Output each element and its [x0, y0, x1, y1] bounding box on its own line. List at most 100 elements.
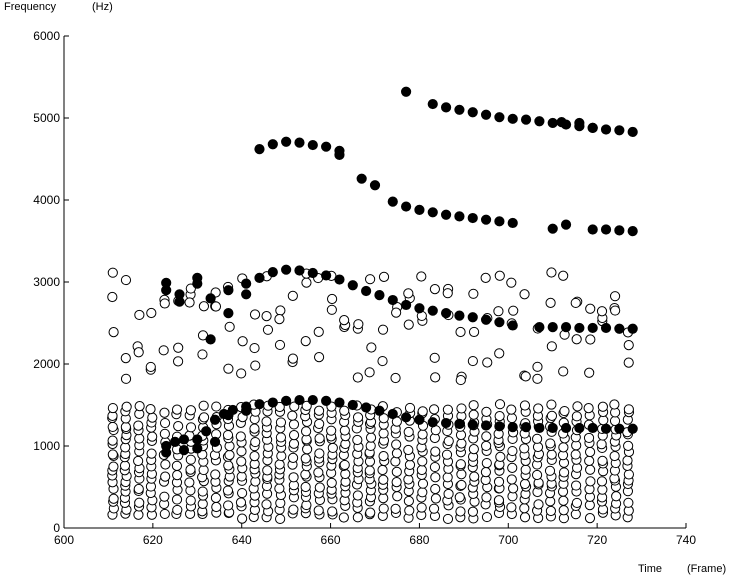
candidate-point: [133, 455, 144, 467]
candidate-point: [185, 422, 197, 433]
formant-point: [480, 109, 492, 120]
candidate-point: [237, 513, 248, 524]
candidate-point: [223, 363, 234, 374]
formant-point: [560, 219, 572, 230]
candidate-point: [171, 404, 183, 415]
candidate-point: [222, 429, 234, 441]
candidate-point: [262, 465, 273, 476]
x-tick-label: 740: [676, 533, 696, 547]
formant-point: [347, 399, 358, 411]
candidate-point: [159, 417, 171, 429]
candidate-point: [146, 448, 157, 459]
candidate-point: [468, 409, 479, 420]
x-tick-label: 680: [409, 533, 429, 547]
candidate-point: [571, 497, 583, 509]
candidate-point: [314, 482, 325, 493]
formant-point: [587, 322, 598, 334]
y-axis-unit: (Hz): [92, 1, 113, 13]
candidate-point: [391, 307, 402, 318]
candidate-point: [107, 449, 118, 460]
candidate-point: [531, 469, 543, 481]
candidate-point: [468, 288, 479, 299]
candidate-point: [262, 324, 274, 335]
candidate-point: [353, 319, 364, 330]
candidate-point: [211, 501, 222, 513]
candidate-point: [197, 486, 208, 497]
candidate-point: [532, 373, 543, 384]
candidate-point: [314, 418, 325, 430]
candidate-point: [198, 412, 210, 423]
candidate-point: [159, 298, 170, 309]
x-axis: 600 620 640 660 680 700 720 740 Time (Frame): [54, 523, 726, 575]
formant-point: [281, 395, 292, 406]
candidate-point: [404, 459, 416, 471]
candidate-point: [545, 505, 557, 517]
formant-point: [467, 419, 478, 430]
candidate-point: [184, 297, 195, 308]
formant-point: [414, 204, 425, 215]
candidate-point: [250, 360, 261, 371]
formant-point: [205, 334, 216, 345]
formant-point: [307, 267, 318, 279]
formant-point: [547, 223, 558, 234]
formant-point: [414, 303, 425, 314]
candidate-point: [313, 467, 324, 478]
formant-point: [494, 216, 505, 227]
candidate-point: [145, 361, 156, 373]
formant-point: [574, 117, 585, 129]
candidate-point: [120, 274, 132, 286]
candidate-point: [288, 419, 300, 430]
candidate-point: [274, 314, 285, 325]
candidate-point: [326, 477, 337, 488]
candidate-point: [429, 461, 441, 473]
candidate-point: [159, 407, 170, 418]
candidate-point: [609, 291, 621, 302]
candidate-point: [120, 352, 131, 364]
formant-point: [614, 423, 625, 434]
candidate-point: [570, 449, 581, 460]
candidate-point: [533, 499, 544, 510]
formant-point: [427, 98, 438, 110]
formant-point: [387, 408, 398, 420]
candidate-point: [545, 297, 556, 308]
formant-point: [440, 417, 452, 429]
y-tick-label: 3000: [33, 275, 60, 289]
formant-point: [307, 394, 318, 406]
candidate-point: [469, 471, 480, 482]
formant-point: [547, 117, 558, 129]
candidate-point: [442, 513, 454, 525]
formant-point: [614, 225, 625, 236]
candidate-point: [609, 399, 620, 410]
candidate-point: [597, 484, 608, 495]
candidate-point: [456, 438, 467, 449]
formant-point: [427, 207, 438, 218]
candidate-point: [352, 434, 363, 446]
candidate-point: [107, 291, 118, 303]
candidate-point: [287, 410, 298, 421]
candidate-point: [585, 303, 596, 314]
formant-point: [534, 116, 545, 127]
candidate-point: [443, 488, 454, 500]
candidate-point: [224, 449, 235, 461]
formant-point: [507, 217, 518, 229]
y-tick-label: 0: [53, 521, 60, 535]
candidate-point: [558, 270, 569, 281]
formant-point: [440, 308, 452, 319]
candidate-point: [546, 267, 557, 278]
candidate-point: [585, 334, 596, 345]
candidate-point: [134, 401, 145, 412]
candidate-point: [454, 492, 465, 503]
formant-point: [467, 212, 478, 224]
candidate-point: [365, 440, 376, 452]
formant-point: [361, 285, 372, 297]
formant-point: [223, 409, 234, 420]
candidate-point: [339, 425, 350, 436]
candidate-point: [327, 506, 338, 517]
candidate-point: [235, 431, 246, 442]
candidate-point: [544, 465, 556, 476]
candidate-point: [301, 400, 312, 411]
formant-point: [387, 294, 398, 306]
candidate-point: [133, 483, 144, 495]
candidate-point: [185, 405, 196, 416]
candidate-point: [107, 402, 118, 414]
